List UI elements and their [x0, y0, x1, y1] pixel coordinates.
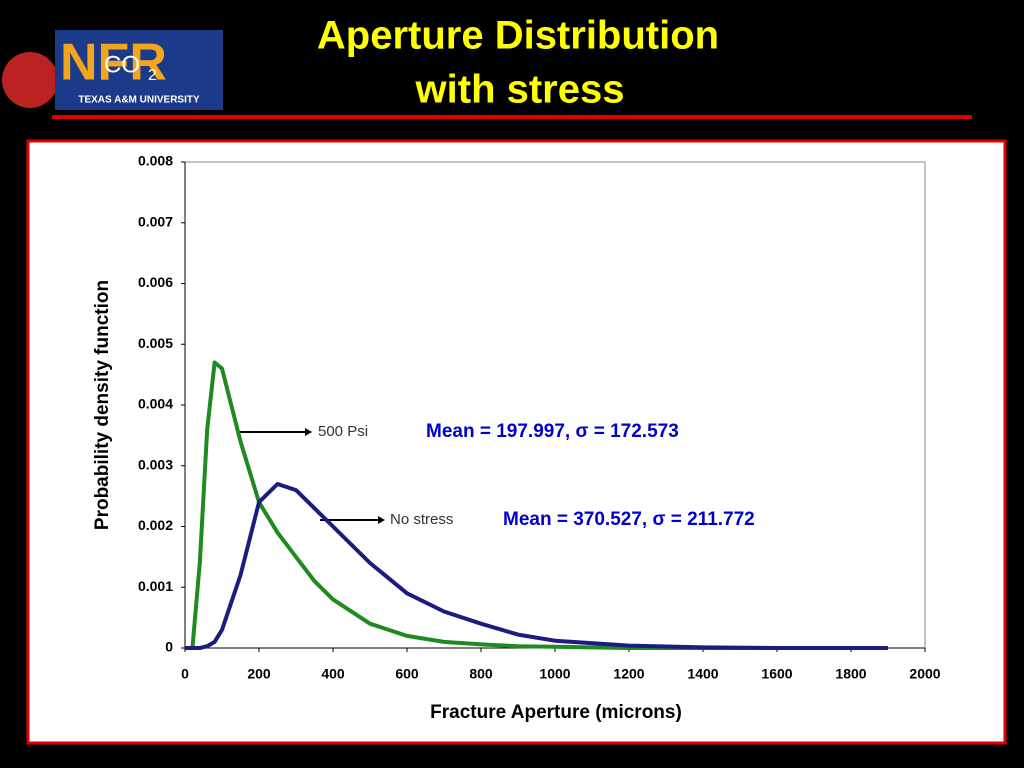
logo-main: NFR	[60, 34, 167, 92]
y-tick-label: 0.007	[138, 213, 173, 229]
y-tick-label: 0.005	[138, 335, 173, 351]
series-label: 500 Psi	[318, 423, 368, 440]
slide-title: Aperture Distribution	[317, 14, 719, 58]
logo-chem: CO	[104, 51, 140, 78]
y-tick-label: 0.008	[138, 153, 173, 169]
x-tick-label: 1800	[835, 666, 866, 682]
logo-shell	[2, 52, 58, 108]
y-tick-label: 0.001	[138, 578, 173, 594]
x-tick-label: 0	[181, 666, 189, 682]
logo-university: TEXAS A&M UNIVERSITY	[78, 95, 200, 106]
x-tick-label: 1600	[761, 666, 792, 682]
logo-box	[55, 30, 223, 110]
logo: NFR CO 2 TEXAS A&M UNIVERSITY	[2, 30, 223, 110]
y-tick-label: 0.006	[138, 274, 173, 290]
y-tick-label: 0.004	[138, 396, 173, 412]
y-tick-label: 0.003	[138, 456, 173, 472]
arrow-head	[305, 428, 312, 436]
x-tick-label: 1400	[687, 666, 718, 682]
x-tick-label: 600	[395, 666, 419, 682]
x-tick-label: 1000	[539, 666, 570, 682]
y-tick-label: 0.002	[138, 517, 173, 533]
x-tick-label: 400	[321, 666, 345, 682]
x-tick-label: 200	[247, 666, 271, 682]
chart-frame	[26, 139, 1007, 745]
arrow-head	[378, 516, 385, 524]
series-line	[185, 482, 888, 650]
slide-title: with stress	[415, 68, 625, 112]
x-tick-label: 1200	[613, 666, 644, 682]
annotation: Mean = 370.527, σ = 211.772	[503, 509, 755, 530]
annotation: Mean = 197.997, σ = 172.573	[426, 421, 679, 442]
x-tick-label: 2000	[909, 666, 940, 682]
y-axis-label: Probability density function	[92, 280, 113, 530]
y-tick-label: 0	[165, 639, 173, 655]
logo-sub: 2	[148, 67, 157, 84]
x-axis-label: Fracture Aperture (microns)	[430, 702, 682, 723]
x-tick-label: 800	[469, 666, 493, 682]
series-label: No stress	[390, 511, 453, 528]
